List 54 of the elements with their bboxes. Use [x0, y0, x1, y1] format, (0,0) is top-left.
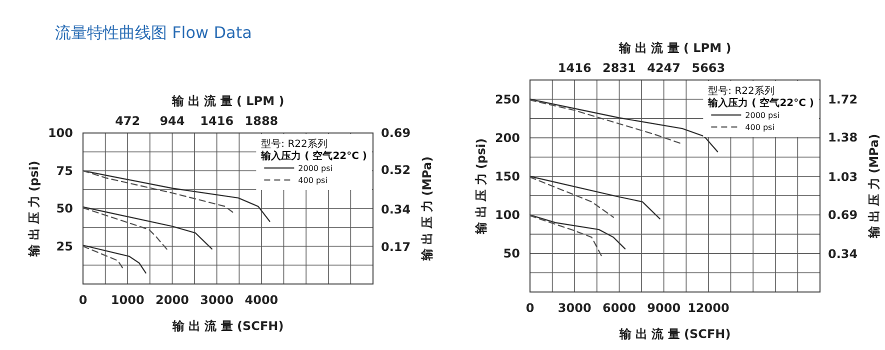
x-tick-label: 4000 — [244, 293, 278, 307]
y2-tick-label: 0.34 — [828, 246, 858, 261]
y-tick-label: 100 — [48, 126, 73, 140]
y2-tick-label: 0.52 — [381, 163, 411, 178]
legend-label: 400 psi — [745, 123, 774, 132]
y2-axis-title: 输 出 压 力 (MPa) — [420, 156, 434, 262]
legend-label: 2000 psi — [745, 111, 780, 120]
x2-tick-label: 1416 — [200, 114, 234, 128]
y-tick-label: 200 — [494, 130, 520, 145]
x-tick-label: 3000 — [558, 301, 592, 315]
x2-axis-title: 输 出 流 量 ( LPM ) — [618, 41, 732, 55]
y2-tick-label: 0.69 — [828, 208, 858, 222]
y-axis-title: 输 出 压 力 (psi) — [474, 138, 488, 235]
y-tick-label: 25 — [56, 239, 73, 254]
x2-tick-label: 4247 — [647, 61, 681, 75]
y-tick-label: 150 — [494, 169, 520, 184]
x2-axis-title: 输 出 流 量 ( LPM ) — [170, 94, 284, 108]
x-tick-label: 1000 — [110, 293, 144, 307]
y2-tick-label: 1.38 — [828, 130, 858, 145]
x-tick-label: 3000 — [200, 293, 234, 307]
y-tick-label: 100 — [494, 208, 520, 222]
y-tick-label: 50 — [503, 246, 520, 260]
y2-tick-label: 0.69 — [381, 126, 411, 140]
legend-label: 400 psi — [298, 176, 328, 185]
y-tick-label: 75 — [56, 164, 73, 178]
legend-label: 2000 psi — [298, 164, 333, 173]
x2-tick-label: 1888 — [244, 114, 278, 128]
legend-title: 输入压力 ( 空气22°C ) — [260, 150, 367, 162]
chart-title: 流量特性曲线图 Flow Data — [55, 23, 252, 42]
y2-axis-title: 输 出 压 力 (MPa) — [867, 134, 881, 240]
annotation: 型号: R22系列 — [261, 138, 328, 150]
x-tick-label: 0 — [78, 293, 88, 307]
x-tick-label: 6000 — [602, 301, 636, 315]
y-axis-title: 输 出 压 力 (psi) — [27, 160, 41, 258]
x2-tick-label: 5663 — [692, 61, 726, 75]
y2-tick-label: 0.17 — [381, 240, 411, 254]
x-tick-label: 12000 — [688, 301, 730, 315]
y-tick-label: 50 — [56, 202, 73, 216]
x-tick-label: 2000 — [156, 293, 189, 307]
y2-tick-label: 1.72 — [828, 92, 858, 107]
x2-tick-label: 1416 — [558, 61, 592, 75]
legend-title: 输入压力 ( 空气22°C ) — [707, 97, 814, 109]
x-tick-label: 0 — [526, 301, 534, 315]
y2-tick-label: 1.03 — [828, 170, 858, 184]
x-axis-title: 输 出 流 量 (SCFH) — [618, 327, 731, 341]
y2-tick-label: 0.34 — [381, 202, 411, 217]
y-tick-label: 250 — [494, 92, 520, 106]
x2-tick-label: 472 — [115, 114, 140, 128]
x-tick-label: 9000 — [647, 301, 681, 315]
annotation: 型号: R22系列 — [708, 85, 774, 97]
x2-tick-label: 2831 — [602, 61, 636, 75]
x2-tick-label: 944 — [160, 114, 185, 128]
line-series — [82, 170, 270, 222]
x-axis-title: 输 出 流 量 (SCFH) — [171, 319, 284, 333]
